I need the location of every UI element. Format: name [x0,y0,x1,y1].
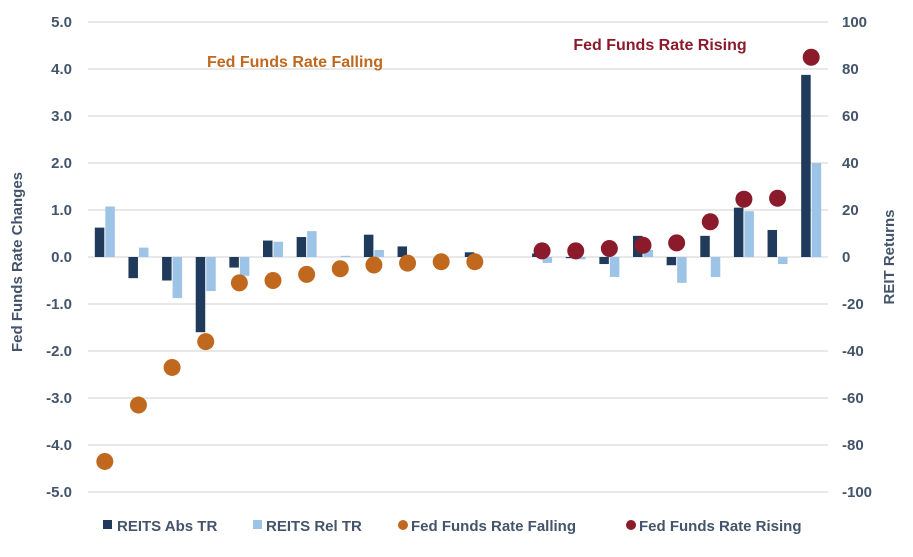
left-tick-label: -5.0 [46,484,72,501]
bar-abs-tr [229,257,239,268]
bar-rel-tr [542,257,553,263]
left-tick-label: -3.0 [46,390,72,407]
dot-rate-falling [298,265,316,283]
dot-rate-falling [399,254,417,272]
bars [94,74,822,333]
left-tick-label: -4.0 [46,437,72,454]
bar-abs-tr [666,257,677,266]
dot-rate-rising [533,242,551,260]
legend-label-rel: REITS Rel TR [266,518,362,535]
bar-abs-tr [94,227,105,257]
bar-rel-tr [710,257,721,277]
right-tick-label: 20 [842,202,859,219]
legend-swatch-rel [253,520,262,529]
left-axis-title: Fed Funds Rate Changes [9,172,26,352]
bar-rel-tr [677,257,687,283]
dots [96,48,820,470]
legend-label-abs: REITS Abs TR [117,518,217,535]
dot-rate-falling [129,396,147,414]
bar-rel-tr [273,241,283,257]
bar-abs-tr [162,257,172,281]
bar-rel-tr [374,249,384,257]
bar-abs-tr [565,257,576,259]
bar-abs-tr [801,74,811,257]
bar-abs-tr [128,257,138,279]
dot-rate-rising [567,242,585,260]
legend-marker-rising [626,520,636,530]
right-tick-label: -60 [842,390,864,407]
left-tick-label: 0.0 [51,249,72,266]
bar-rel-tr [239,257,250,276]
bar-rel-tr [206,257,216,292]
dot-rate-falling [163,358,181,376]
right-tick-label: -80 [842,437,864,454]
right-tick-label: -100 [842,484,872,501]
left-tick-label: -2.0 [46,343,72,360]
dot-rate-rising [802,48,820,66]
right-tick-label: 40 [842,155,859,172]
bar-rel-tr [340,255,351,257]
left-tick-label: -1.0 [46,296,72,313]
bar-abs-tr [397,246,408,257]
left-tick-label: 5.0 [51,14,72,31]
legend: REITS Abs TR REITS Rel TR Fed Funds Rate… [103,518,802,535]
dot-rate-falling [432,253,450,271]
bar-rel-tr [609,257,620,277]
dot-rate-falling [331,260,349,278]
left-axis-ticks: 5.0 4.0 3.0 2.0 1.0 0.0 -1.0 -2.0 -3.0 -4.0 -5.0 [46,14,72,501]
legend-swatch-abs [103,520,112,529]
left-tick-label: 4.0 [51,61,72,78]
right-tick-label: 100 [842,14,867,31]
right-tick-label: 80 [842,61,859,78]
bar-abs-tr [296,237,307,257]
dot-rate-falling [365,256,383,274]
dot-rate-falling [230,274,248,292]
bar-rel-tr [576,257,586,260]
bar-rel-tr [172,257,183,299]
bar-abs-tr [700,235,710,257]
annotation-rising: Fed Funds Rate Rising [573,37,746,54]
bar-abs-tr [599,257,609,265]
bar-rel-tr [138,247,149,257]
dot-rate-rising [600,240,618,258]
bar-rel-tr [307,231,317,257]
bar-abs-tr [363,234,374,257]
bar-rel-tr [105,206,115,257]
bar-rel-tr [643,249,653,257]
left-tick-label: 2.0 [51,155,72,172]
right-tick-label: 0 [842,249,850,266]
legend-label-falling: Fed Funds Rate Falling [411,518,576,535]
dot-rate-falling [96,452,114,470]
dot-rate-falling [264,272,282,289]
right-axis-ticks: 100 80 60 40 20 0 -20 -40 -60 -80 -100 [842,14,872,501]
left-tick-label: 3.0 [51,108,72,125]
dot-rate-falling [466,253,484,271]
annotation-falling: Fed Funds Rate Falling [207,54,383,71]
dot-rate-falling [197,333,215,351]
bar-abs-tr [767,229,778,257]
right-tick-label: -40 [842,343,864,360]
dot-rate-rising [769,189,787,207]
bar-abs-tr [464,252,475,257]
bar-abs-tr [195,257,206,333]
dot-rate-rising [735,190,753,208]
dot-rate-rising [634,236,652,254]
dot-rate-rising [701,213,719,231]
legend-label-rising: Fed Funds Rate Rising [639,518,802,535]
dot-rate-rising [668,234,686,252]
bar-rel-tr [811,163,822,257]
right-tick-label: 60 [842,108,859,125]
bar-abs-tr [263,240,273,257]
right-tick-label: -20 [842,296,864,313]
left-tick-label: 1.0 [51,202,72,219]
bar-abs-tr [733,207,744,257]
right-axis-title: REIT Returns [881,209,898,304]
legend-marker-falling [398,520,408,530]
bar-rel-tr [778,257,788,265]
bar-rel-tr [744,211,754,257]
